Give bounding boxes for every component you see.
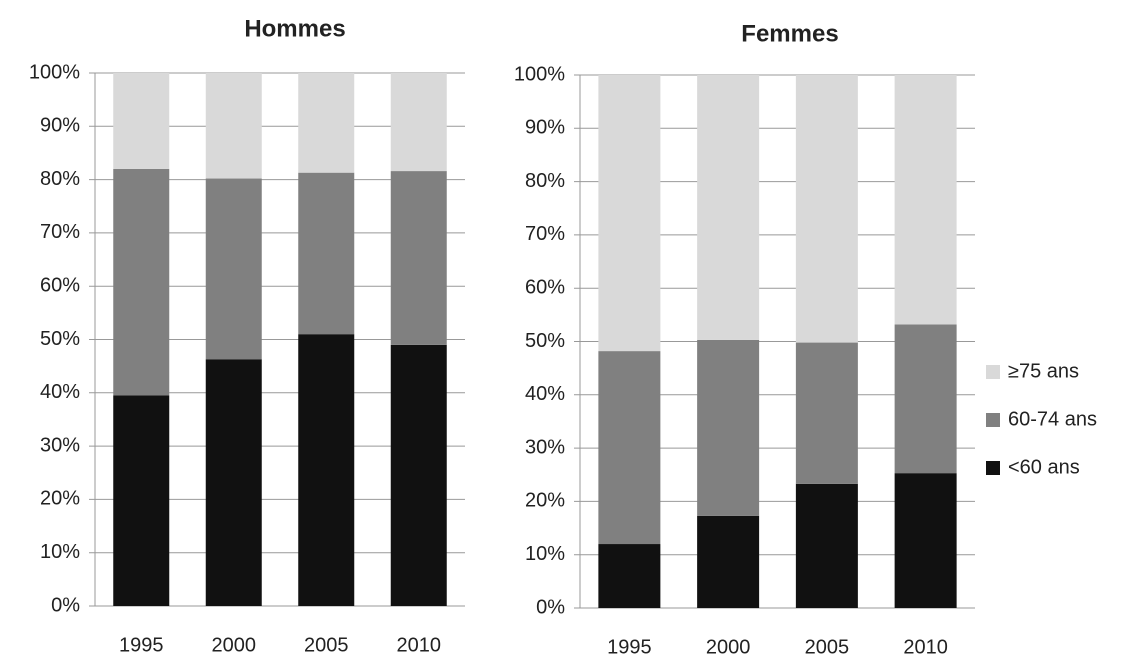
y-tick-label: 0%	[536, 596, 565, 618]
y-tick-label: 50%	[40, 328, 80, 350]
bar-segment	[795, 342, 858, 484]
bar-segment	[113, 168, 170, 396]
y-tick-label: 80%	[525, 170, 565, 192]
chart-title: Hommes	[244, 15, 345, 42]
bar-segment	[598, 544, 661, 608]
y-tick-label: 40%	[40, 381, 80, 403]
x-tick-label: 2005	[805, 636, 850, 658]
y-tick-label: 60%	[40, 274, 80, 296]
y-tick-label: 0%	[51, 594, 80, 616]
bar-segment	[205, 359, 262, 606]
x-tick-label: 2010	[903, 636, 948, 658]
y-tick-label: 100%	[29, 61, 80, 83]
bar-segment	[298, 334, 355, 606]
y-tick-label: 10%	[525, 543, 565, 565]
bar-segment	[390, 344, 447, 606]
bar-segment	[697, 339, 760, 516]
bar-segment	[598, 75, 661, 352]
bar-segment	[298, 172, 355, 335]
y-tick-label: 20%	[525, 490, 565, 512]
y-tick-label: 100%	[514, 63, 565, 85]
y-tick-label: 40%	[525, 383, 565, 405]
y-tick-label: 70%	[525, 223, 565, 245]
y-tick-label: 70%	[40, 221, 80, 243]
bar-segment	[697, 515, 760, 608]
x-tick-label: 1995	[607, 636, 652, 658]
legend-swatch	[986, 365, 1000, 379]
legend-swatch	[986, 461, 1000, 475]
y-tick-label: 10%	[40, 541, 80, 563]
bar-segment	[894, 473, 957, 608]
y-tick-label: 30%	[40, 434, 80, 456]
y-tick-label: 90%	[525, 117, 565, 139]
bar-segment	[205, 73, 262, 179]
legend-swatch	[986, 413, 1000, 427]
bar-segment	[598, 351, 661, 545]
legend-label: 60-74 ans	[1008, 408, 1097, 430]
y-tick-label: 20%	[40, 488, 80, 510]
y-tick-label: 30%	[525, 436, 565, 458]
bar-segment	[390, 73, 447, 172]
bar-segment	[795, 75, 858, 343]
y-tick-label: 80%	[40, 168, 80, 190]
x-tick-label: 1995	[119, 634, 164, 656]
bar-segment	[205, 178, 262, 360]
bar-segment	[795, 483, 858, 608]
x-tick-label: 2000	[706, 636, 751, 658]
bar-segment	[894, 324, 957, 474]
bar-segment	[113, 395, 170, 606]
chart-title: Femmes	[741, 20, 838, 47]
bar-segment	[697, 75, 760, 340]
bar-segment	[113, 73, 170, 169]
legend-label: ≥75 ans	[1008, 360, 1079, 382]
x-tick-label: 2010	[397, 634, 442, 656]
x-tick-label: 2005	[304, 634, 349, 656]
bar-segment	[894, 75, 957, 325]
bar-segment	[298, 73, 355, 173]
y-tick-label: 60%	[525, 276, 565, 298]
x-tick-label: 2000	[212, 634, 257, 656]
y-tick-label: 50%	[525, 330, 565, 352]
y-tick-label: 90%	[40, 115, 80, 137]
bar-segment	[390, 171, 447, 345]
legend-label: <60 ans	[1008, 456, 1080, 478]
